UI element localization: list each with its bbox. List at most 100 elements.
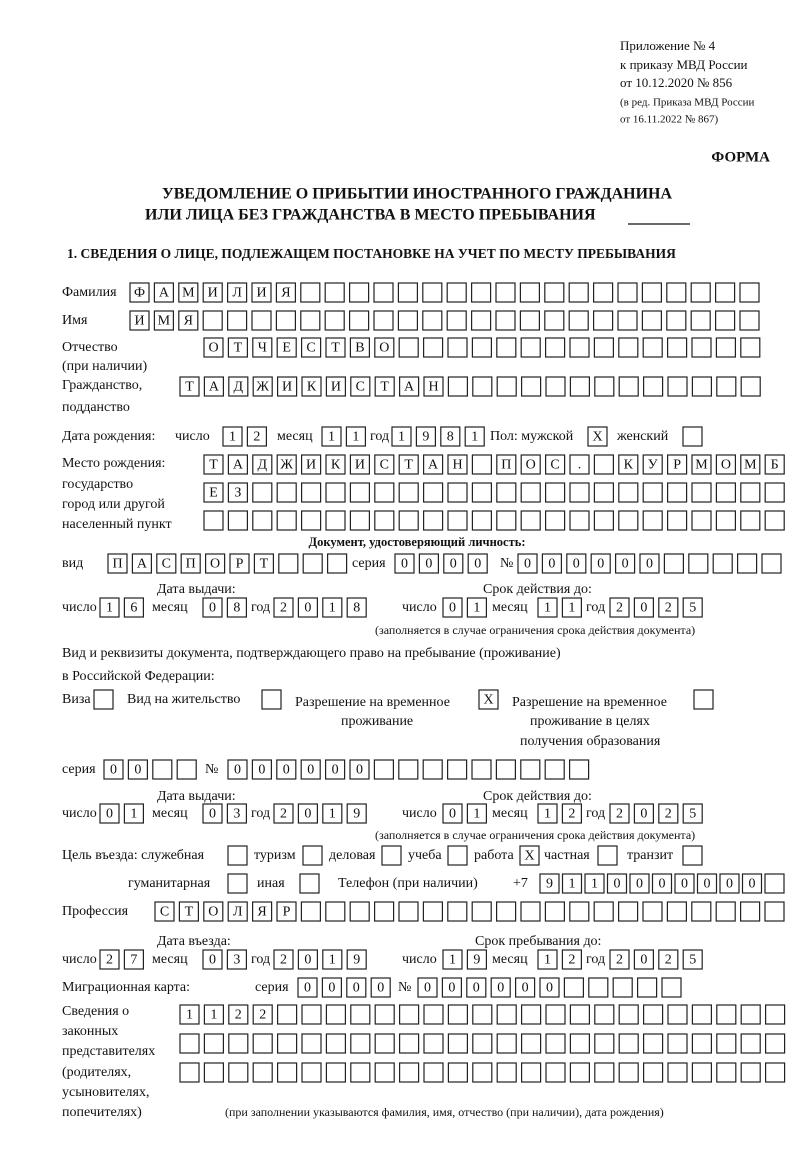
input-cell (374, 482, 395, 503)
input-cell (442, 949, 463, 970)
input-cell (349, 482, 370, 503)
input-cell (496, 482, 517, 503)
cell-char: Т (260, 557, 269, 572)
input-cell (227, 901, 248, 922)
cell-char: 1 (591, 877, 598, 892)
input-cell (520, 337, 541, 358)
input-cell (276, 482, 297, 503)
input-cell (667, 1033, 688, 1054)
cell-char: 0 (353, 981, 360, 996)
input-cell (466, 949, 487, 970)
input-cell (203, 1033, 224, 1054)
label: ФОРМА (711, 149, 770, 165)
label: попечителях) (62, 1105, 142, 1120)
label: Вид на жительство (127, 692, 240, 707)
cell-char: 9 (353, 807, 360, 822)
input-cell (618, 376, 639, 397)
input-cell (764, 1033, 786, 1054)
cell-char: 7 (130, 953, 137, 968)
input-cell (321, 977, 342, 998)
cell-char: 0 (636, 877, 643, 892)
input-cell (350, 1033, 371, 1054)
input-cell (471, 759, 492, 780)
input-cell (691, 376, 713, 397)
label: месяц (152, 600, 188, 615)
cell-char: П (501, 458, 511, 473)
label: Разрешение на временное (295, 695, 450, 710)
input-cell (322, 803, 343, 824)
input-cell (399, 1004, 420, 1025)
input-cell (471, 454, 492, 475)
cell-char: 2 (616, 807, 623, 822)
input-cell (324, 310, 345, 331)
input-cell (590, 553, 611, 574)
input-cell (587, 426, 608, 447)
cell-char: 0 (424, 981, 431, 996)
label: месяц (492, 806, 528, 821)
input-cell (179, 1004, 200, 1025)
input-cell (246, 426, 267, 447)
cell-char: И (355, 458, 365, 473)
input-cell (741, 873, 763, 894)
input-cell (495, 759, 516, 780)
input-cell (545, 376, 566, 397)
cell-char: 0 (474, 557, 481, 572)
input-cell (423, 1062, 444, 1083)
input-cell (252, 482, 273, 503)
input-cell (447, 1033, 468, 1054)
input-cell (617, 901, 639, 922)
input-cell (253, 553, 274, 574)
input-cell (349, 454, 370, 475)
cell-char: 1 (106, 601, 113, 616)
input-cell (520, 482, 541, 503)
label: учеба (408, 848, 442, 863)
input-cell (715, 454, 737, 475)
input-cell (252, 1033, 273, 1054)
input-cell (617, 282, 638, 303)
input-cell (156, 553, 177, 574)
input-cell (716, 1033, 737, 1054)
input-cell (373, 282, 394, 303)
input-cell (349, 510, 370, 531)
label: Сведения о (62, 1004, 129, 1019)
input-cell (636, 977, 658, 998)
input-cell (539, 873, 560, 894)
input-cell (617, 310, 638, 331)
input-cell (374, 510, 395, 531)
label: Вид и реквизиты документа, подтверждающе… (62, 646, 561, 661)
input-cell (514, 977, 536, 998)
input-cell (472, 1033, 493, 1054)
label: Срок действия до: (483, 789, 592, 804)
input-cell (301, 510, 322, 531)
label: год (586, 600, 605, 615)
input-cell (666, 901, 688, 922)
label: число (402, 806, 437, 821)
input-cell (423, 510, 444, 531)
label: число (402, 600, 437, 615)
input-cell (447, 901, 468, 922)
input-cell (349, 310, 370, 331)
input-cell (544, 282, 565, 303)
input-cell (568, 759, 590, 780)
cell-char: 0 (640, 807, 647, 822)
input-cell (276, 454, 297, 475)
input-cell (520, 510, 541, 531)
input-cell (592, 310, 614, 331)
input-cell (447, 482, 468, 503)
input-cell (99, 803, 120, 824)
cell-char: 2 (616, 953, 623, 968)
input-cell (373, 310, 394, 331)
input-cell (740, 1062, 761, 1083)
input-cell (325, 510, 346, 531)
input-cell (541, 553, 563, 574)
cell-char: 0 (448, 981, 455, 996)
input-cell (423, 1004, 444, 1025)
input-cell (374, 454, 395, 475)
input-cell (123, 803, 145, 824)
input-cell (740, 510, 761, 531)
input-cell (588, 977, 609, 998)
cell-char: И (134, 314, 144, 329)
input-cell (537, 597, 558, 618)
label: представителях (62, 1044, 155, 1059)
cell-char: 0 (548, 557, 555, 572)
